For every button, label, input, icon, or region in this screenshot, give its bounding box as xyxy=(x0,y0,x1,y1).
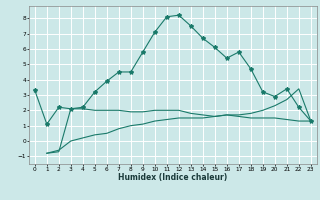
X-axis label: Humidex (Indice chaleur): Humidex (Indice chaleur) xyxy=(118,173,228,182)
